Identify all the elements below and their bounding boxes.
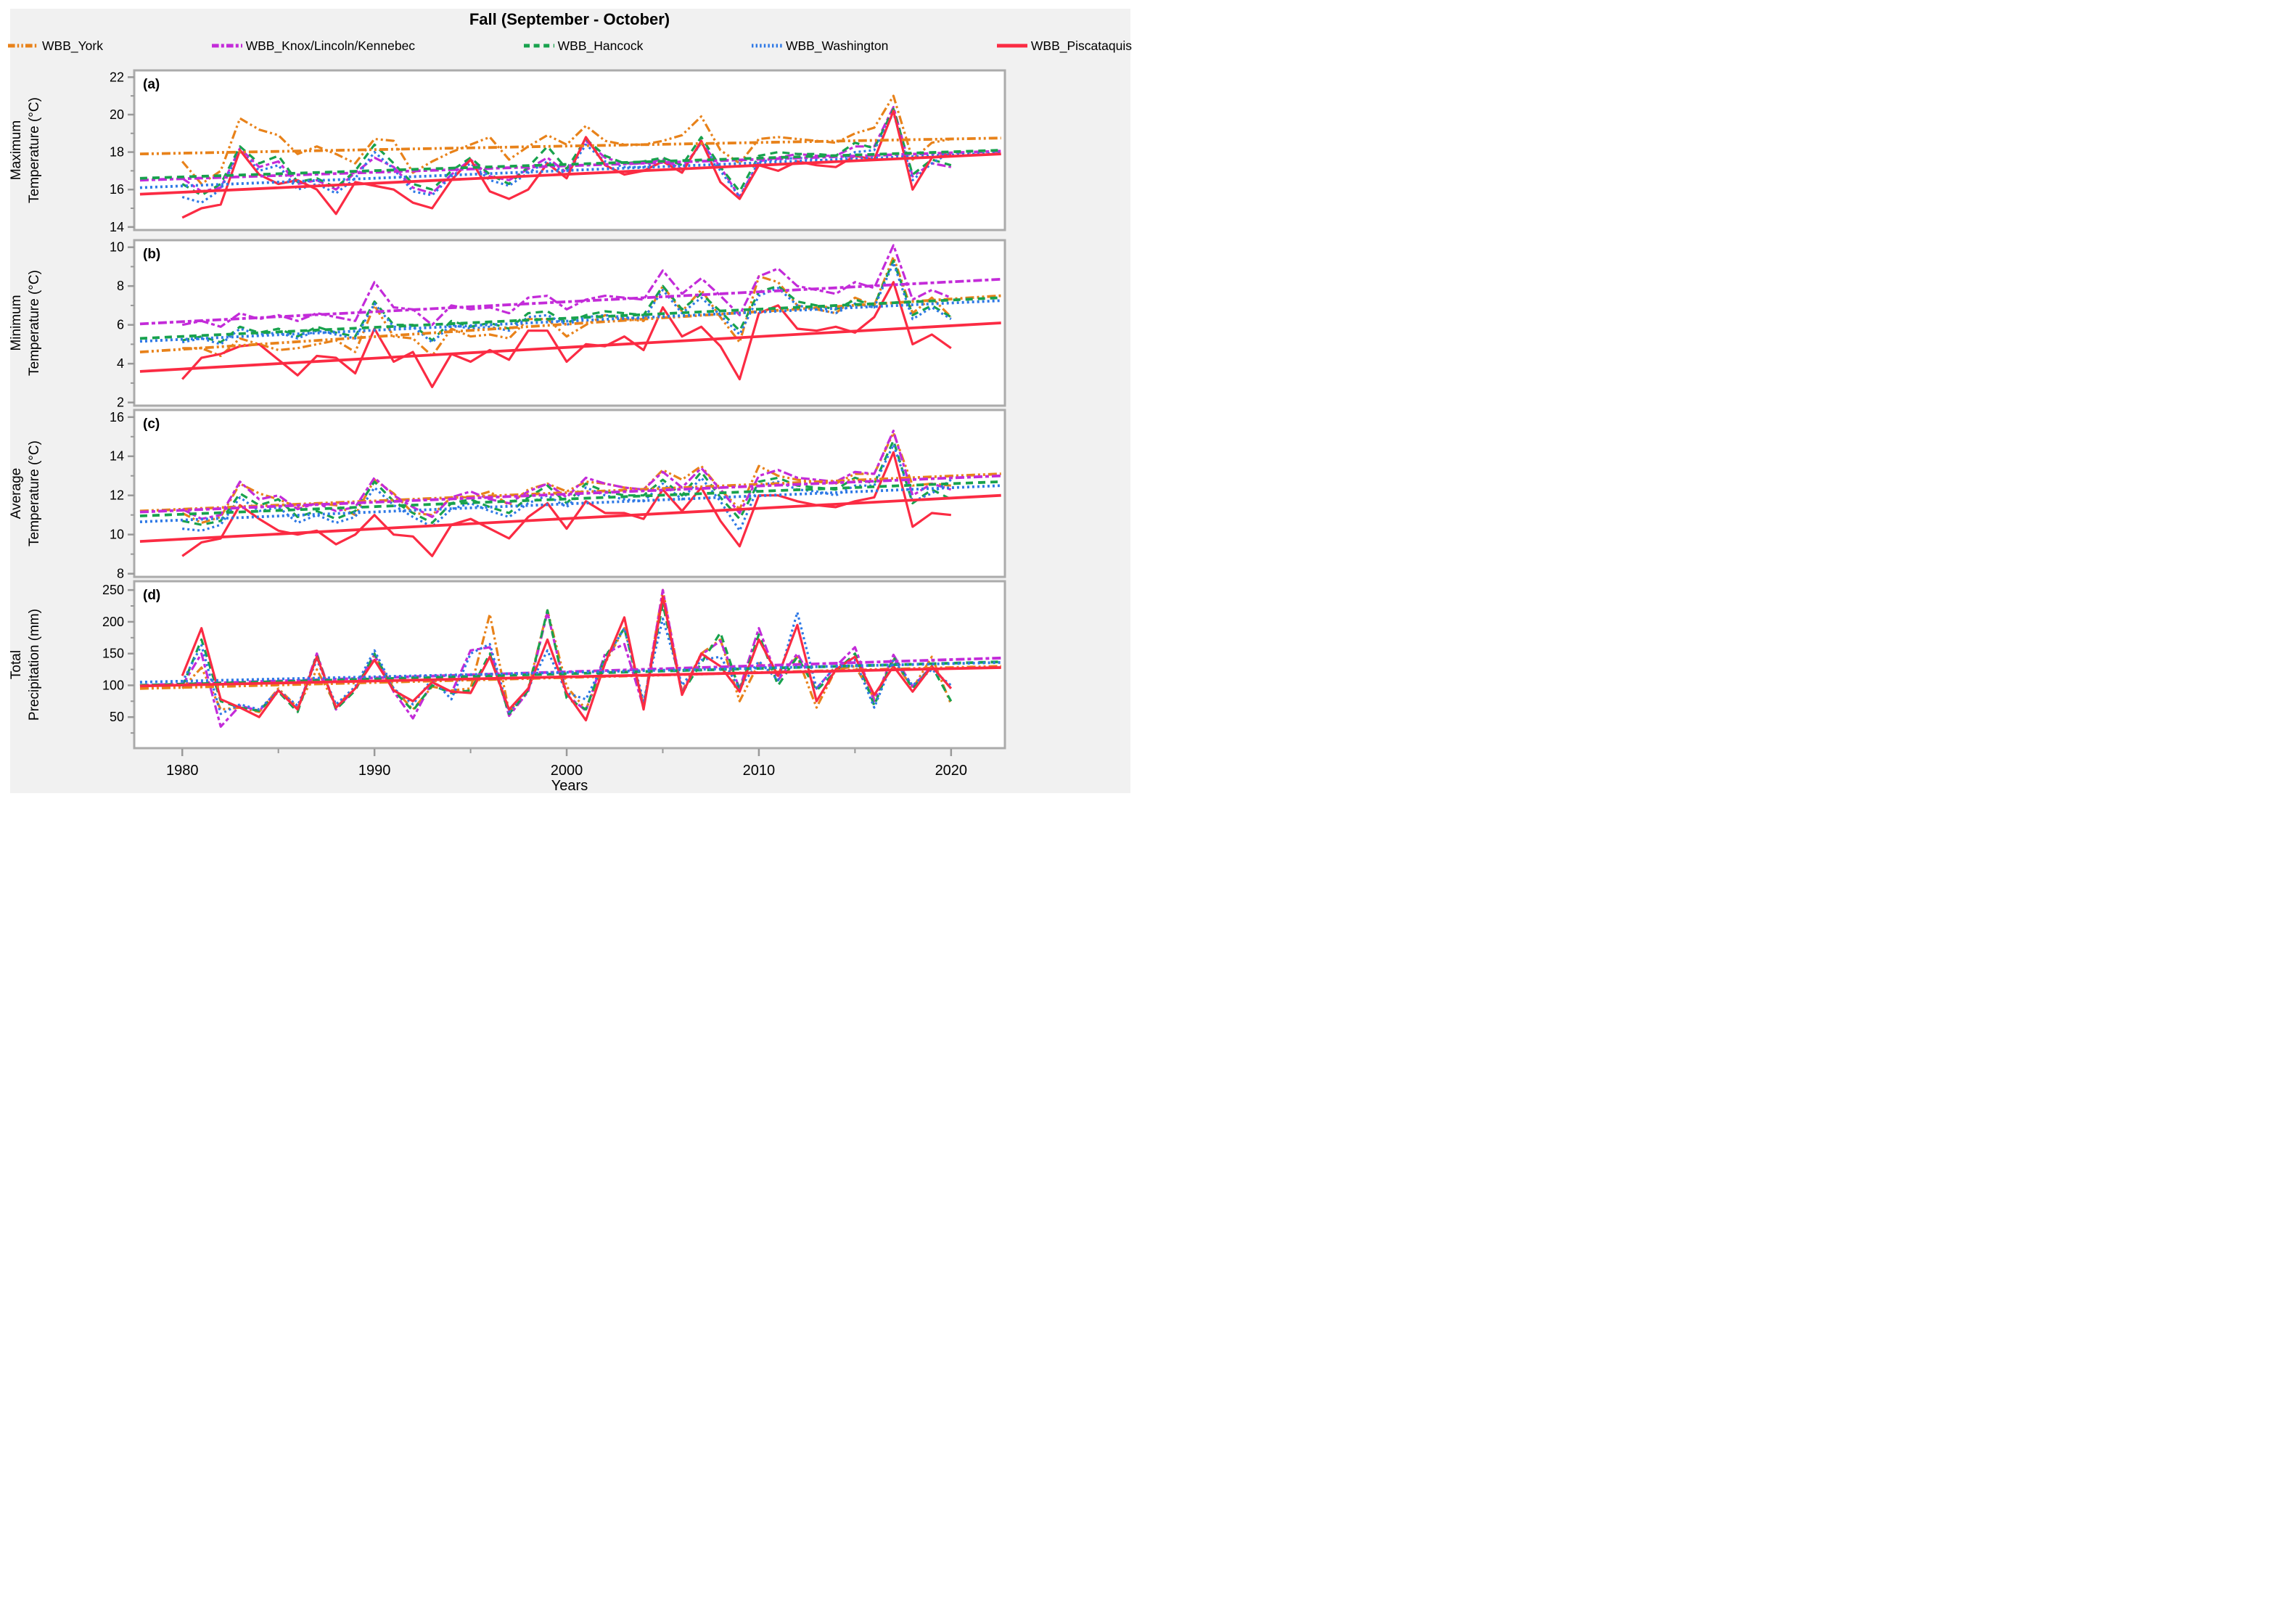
y-tick-label: 22 <box>110 70 124 84</box>
panel-c-trend-wbb-knox-lincoln-kennebec <box>139 474 1001 514</box>
y-tick-label: 8 <box>117 567 124 581</box>
panel-a-plot: 14 16 18 20 22 (a) <box>110 69 1006 234</box>
x-tick-label: 1980 <box>166 763 199 779</box>
panel-b-series-wbb-washington <box>181 261 952 345</box>
y-tick-label: 10 <box>110 240 124 255</box>
y-tick-label: 50 <box>110 710 124 724</box>
legend: WBB_York WBB_Knox/Lincoln/Kennebec WBB_Han… <box>7 36 1132 55</box>
panel-b-letter: (b) <box>143 247 160 262</box>
panel-b-trend-wbb-knox-lincoln-kennebec <box>139 277 1001 326</box>
panel-c-series-wbb-washington <box>182 443 952 532</box>
x-tick-label: 2000 <box>551 763 583 779</box>
panel-b-ylabel-line2: Temperature (°C) <box>27 270 42 376</box>
panel-a-series-wbb-hancock <box>181 107 952 197</box>
y-tick-label: 18 <box>110 145 124 160</box>
panel-a-ylabel-line1: Maximum <box>9 120 24 181</box>
panel-c-ylabel-line2: Temperature (°C) <box>27 440 42 546</box>
y-tick-label: 6 <box>117 318 124 332</box>
panel-d-plot: 50 100 150 200 250 1980 1990 2000 2010 2020 (d) <box>102 580 1006 779</box>
y-tick-label: 200 <box>102 615 124 629</box>
panel-a-trend-wbb-piscataquis <box>139 152 1001 196</box>
panel-c-letter: (c) <box>143 417 160 432</box>
legend-label: WBB_Piscataquis <box>1030 38 1132 53</box>
panel-c-trend-wbb-hancock <box>139 480 1001 517</box>
x-tick-label: 2010 <box>743 763 776 779</box>
panel-a-letter: (a) <box>143 77 160 92</box>
panel-c-trend-wbb-piscataquis <box>139 493 1001 543</box>
panel-a-trend-wbb-knox-lincoln-kennebec <box>139 149 1001 182</box>
legend-swatch-icon <box>8 44 38 48</box>
legend-swatch-icon <box>751 44 782 48</box>
panel-b-plot: 2 4 6 8 10 (b) <box>110 239 1006 410</box>
figure: Fall (September - October) WBB_York WBB_K… <box>0 0 1139 812</box>
legend-label: WBB_Knox/Lincoln/Kennebec <box>245 38 416 53</box>
y-tick-label: 16 <box>110 182 124 197</box>
legend-label: WBB_York <box>42 38 103 53</box>
y-tick-label: 8 <box>117 279 124 293</box>
legend-swatch-icon <box>996 44 1027 48</box>
legend-swatch-icon <box>523 44 554 48</box>
x-axis-label: Years <box>551 778 588 794</box>
y-tick-label: 100 <box>102 678 124 692</box>
legend-item-wbb-hancock: WBB_Hancock <box>523 38 644 54</box>
panel-d-series-wbb-piscataquis <box>181 595 953 722</box>
legend-item-wbb-york: WBB_York <box>7 38 103 54</box>
panel-d-letter: (d) <box>143 588 160 603</box>
panel-c-trend-wbb-washington <box>139 484 1001 524</box>
y-tick-label: 150 <box>102 647 124 661</box>
x-tick-label: 1990 <box>358 763 391 779</box>
y-tick-label: 14 <box>110 220 124 234</box>
panel-d-trend-wbb-piscataquis <box>139 666 1001 688</box>
panel-d-ylabel-line2: Precipitation (mm) <box>27 608 42 721</box>
panel-c-trend-wbb-york <box>139 472 1001 513</box>
y-tick-label: 2 <box>117 395 124 410</box>
panel-a-trend-wbb-washington <box>139 151 1001 189</box>
chart-title: Fall (September - October) <box>469 10 670 28</box>
panel-b-series-wbb-knox-lincoln-kennebec <box>181 244 952 328</box>
legend-item-wbb-piscataquis: WBB_Piscataquis <box>996 38 1132 54</box>
panel-b-ylabel-line1: Minimum <box>9 295 24 351</box>
y-tick-label: 20 <box>110 107 124 122</box>
panel-a-ylabel-line2: Temperature (°C) <box>27 97 42 203</box>
y-tick-label: 10 <box>110 528 124 542</box>
legend-label: WBB_Washington <box>785 38 889 53</box>
panel-c-ylabel-line1: Average <box>9 467 24 520</box>
panel-b-series-wbb-york <box>182 255 952 358</box>
panel-d-ylabel-line1: Total <box>9 649 24 680</box>
panel-d-trend-wbb-washington <box>139 661 1001 684</box>
legend-item-wbb-washington: WBB_Washington <box>751 38 888 54</box>
panel-c-plot: 8 10 12 14 16 (c) <box>110 409 1006 581</box>
panel-a-trend-wbb-hancock <box>139 149 1001 180</box>
y-tick-label: 14 <box>110 449 124 464</box>
panel-d-trend-wbb-knox-lincoln-kennebec <box>139 656 1001 687</box>
panel-b-trend-wbb-washington <box>139 299 1001 343</box>
panel-b-trend-wbb-piscataquis <box>139 321 1001 373</box>
legend-swatch-icon <box>211 44 242 48</box>
y-tick-label: 250 <box>102 583 124 597</box>
y-tick-label: 12 <box>110 488 124 503</box>
y-tick-label: 16 <box>110 410 124 425</box>
panel-a-area <box>133 69 1006 231</box>
x-tick-label: 2020 <box>935 763 968 779</box>
legend-item-wbb-knox-lincoln-kennebec: WBB_Knox/Lincoln/Kennebec <box>211 38 415 54</box>
legend-label: WBB_Hancock <box>557 38 644 53</box>
panel-b-trend-wbb-hancock <box>139 296 1001 340</box>
panel-c-series-wbb-knox-lincoln-kennebec <box>181 430 952 520</box>
y-tick-label: 4 <box>117 356 124 371</box>
panel-a-trend-wbb-york <box>139 136 1001 156</box>
